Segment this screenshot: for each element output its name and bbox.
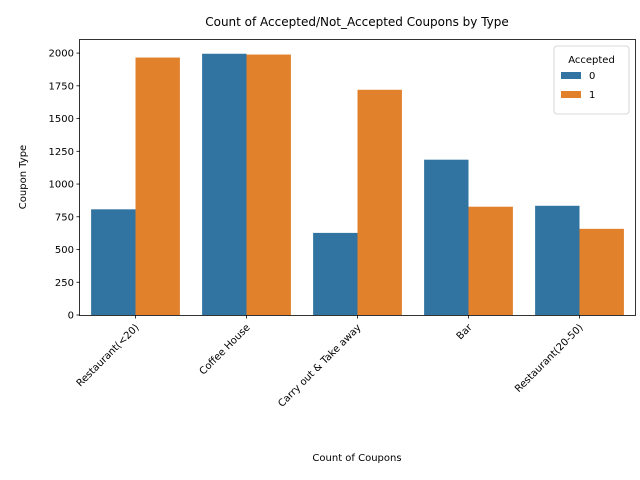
- bar-coffee-house-accepted-0: [202, 54, 246, 315]
- bars-group: [91, 54, 624, 315]
- legend-swatch-1: [561, 91, 581, 98]
- y-axis: 0 250 500 750 1000 1250 1500 1750 2000: [49, 49, 80, 322]
- x-axis: Restaurant(<20) Coffee House Carry out & T…: [75, 315, 586, 410]
- legend-label-1: 1: [589, 90, 595, 101]
- x-tick-label-restaurant-20: Restaurant(<20): [75, 322, 142, 389]
- y-tick-label: 1250: [49, 147, 74, 158]
- legend-label-0: 0: [589, 71, 595, 82]
- legend: Accepted 0 1: [554, 46, 629, 114]
- y-tick-label: 2000: [49, 49, 74, 60]
- bar-restaurant-20-50-accepted-0: [535, 206, 579, 315]
- bar-carry-out-take-away-accepted-1: [358, 90, 402, 315]
- x-axis-title: Count of Coupons: [312, 453, 401, 464]
- x-tick-label-bar: Bar: [455, 322, 475, 342]
- y-axis-title: Coupon Type: [18, 145, 29, 209]
- chart-title: Count of Accepted/Not_Accepted Coupons b…: [205, 15, 509, 29]
- y-tick-label: 1000: [49, 180, 74, 191]
- legend-swatch-0: [561, 72, 581, 79]
- bar-bar-accepted-0: [424, 160, 468, 315]
- x-tick-label-carry-out-take-away: Carry out & Take away: [276, 322, 363, 409]
- legend-title: Accepted: [568, 55, 615, 66]
- bar-restaurant-20-50-accepted-1: [580, 229, 624, 315]
- y-tick-label: 1750: [49, 81, 74, 92]
- bar-carry-out-take-away-accepted-0: [313, 233, 357, 315]
- bar-restaurant-20-accepted-1: [136, 58, 180, 315]
- y-tick-label: 500: [55, 245, 74, 256]
- y-tick-label: 0: [68, 311, 74, 322]
- bar-restaurant-20-accepted-0: [91, 209, 135, 315]
- y-tick-label: 250: [55, 278, 74, 289]
- x-tick-label-restaurant-20-50: Restaurant(20-50): [513, 322, 586, 395]
- bar-coffee-house-accepted-1: [247, 55, 291, 315]
- y-tick-label: 750: [55, 212, 74, 223]
- x-tick-label-coffee-house: Coffee House: [198, 322, 253, 377]
- y-tick-label: 1500: [49, 114, 74, 125]
- bar-bar-accepted-1: [469, 207, 513, 315]
